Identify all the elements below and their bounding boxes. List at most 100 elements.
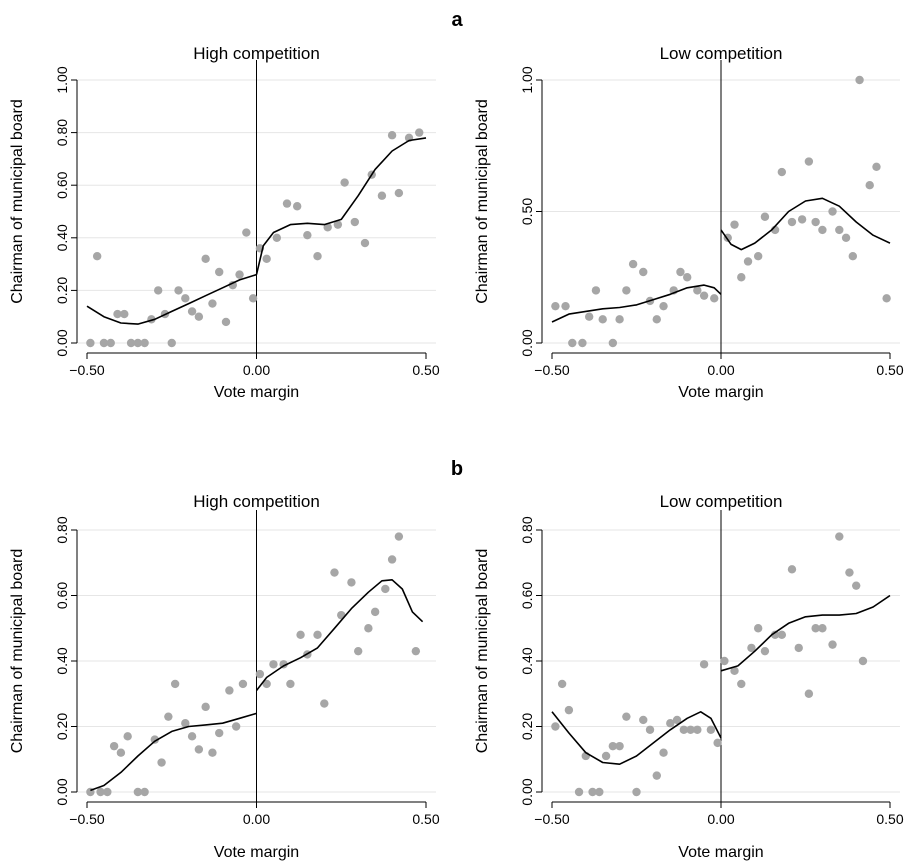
data-point bbox=[116, 748, 126, 757]
data-point bbox=[595, 787, 604, 797]
data-point bbox=[106, 338, 115, 348]
data-point bbox=[333, 220, 343, 229]
y-tick-label: 0.50 bbox=[519, 198, 535, 225]
data-point bbox=[794, 643, 803, 653]
data-point bbox=[730, 220, 739, 229]
y-tick-label: 0.00 bbox=[54, 329, 70, 356]
data-point bbox=[679, 725, 689, 734]
data-point bbox=[140, 787, 149, 797]
data-point bbox=[666, 719, 675, 728]
data-point bbox=[797, 215, 807, 224]
data-point bbox=[394, 188, 404, 198]
data-point bbox=[872, 162, 881, 171]
data-point bbox=[187, 732, 197, 741]
data-point bbox=[133, 787, 143, 797]
data-point bbox=[350, 217, 360, 227]
data-point bbox=[747, 643, 756, 653]
data-point bbox=[564, 705, 574, 715]
chart-title: Low competition bbox=[660, 44, 783, 63]
data-point bbox=[828, 640, 837, 649]
data-point bbox=[622, 712, 631, 721]
data-point bbox=[608, 338, 618, 348]
y-tick-label: 0.20 bbox=[54, 277, 70, 304]
fit-curve-left bbox=[551, 711, 722, 765]
y-axis-label: Chairman of municipal board bbox=[474, 99, 491, 304]
data-point bbox=[381, 584, 390, 594]
x-axis-label: Vote margin bbox=[214, 844, 299, 861]
data-point bbox=[818, 225, 827, 235]
fit-curve-left bbox=[86, 273, 257, 325]
data-point bbox=[126, 338, 136, 348]
data-point bbox=[103, 787, 112, 797]
fit-curve-left bbox=[551, 284, 722, 323]
data-point bbox=[323, 223, 332, 232]
x-tick-label: 0.00 bbox=[707, 362, 734, 378]
data-point bbox=[811, 624, 820, 633]
data-point bbox=[286, 679, 295, 689]
data-point bbox=[584, 312, 594, 321]
data-point bbox=[354, 646, 363, 656]
data-point bbox=[215, 728, 224, 738]
data-point bbox=[330, 568, 339, 577]
data-point bbox=[561, 301, 570, 311]
data-point bbox=[208, 748, 217, 757]
data-point bbox=[615, 741, 624, 751]
data-point bbox=[120, 309, 129, 319]
data-point bbox=[255, 669, 265, 679]
data-point bbox=[228, 280, 237, 290]
y-tick-label: 1.00 bbox=[54, 66, 70, 93]
data-point bbox=[215, 267, 224, 277]
data-point bbox=[248, 294, 258, 303]
data-point bbox=[377, 191, 387, 200]
data-point bbox=[659, 301, 668, 311]
data-point bbox=[628, 259, 638, 269]
data-point bbox=[645, 725, 655, 734]
data-point bbox=[639, 715, 648, 725]
panel-label-b: b bbox=[451, 458, 463, 480]
data-point bbox=[320, 699, 329, 708]
data-point bbox=[153, 286, 163, 295]
data-point bbox=[201, 254, 210, 264]
y-tick-label: 0.00 bbox=[54, 778, 70, 805]
fit-curve-right bbox=[720, 197, 891, 251]
x-tick-label: −0.50 bbox=[534, 811, 570, 827]
x-axis-label: Vote margin bbox=[678, 844, 763, 861]
data-point bbox=[231, 722, 241, 731]
data-point bbox=[588, 787, 597, 797]
data-point bbox=[262, 679, 271, 689]
data-point bbox=[387, 555, 397, 564]
data-point bbox=[787, 217, 797, 227]
data-point bbox=[578, 338, 587, 348]
data-point bbox=[693, 286, 702, 295]
chart-2: Low competition 0.00 0.50 1.00 −0.50 0.00 0.50… bbox=[474, 44, 904, 401]
x-axis-label: Vote margin bbox=[214, 384, 299, 401]
fit-curve-left bbox=[90, 712, 257, 792]
data-point bbox=[743, 257, 753, 266]
fit-curve-right bbox=[255, 137, 427, 275]
data-point bbox=[150, 735, 159, 744]
data-point bbox=[760, 212, 770, 221]
data-point bbox=[181, 719, 190, 728]
data-point bbox=[92, 252, 102, 261]
data-point bbox=[841, 233, 851, 242]
data-point bbox=[865, 181, 874, 190]
x-tick-label: −0.50 bbox=[534, 362, 570, 378]
data-point bbox=[737, 273, 746, 282]
data-point bbox=[164, 712, 173, 721]
data-point bbox=[360, 238, 370, 248]
data-point bbox=[787, 565, 797, 574]
data-point bbox=[804, 157, 814, 166]
data-point bbox=[686, 725, 695, 734]
y-tick-label: 0.20 bbox=[54, 713, 70, 740]
data-point bbox=[370, 607, 380, 617]
data-point bbox=[706, 725, 716, 734]
data-point bbox=[811, 217, 820, 227]
data-point bbox=[652, 771, 661, 780]
data-point bbox=[269, 660, 278, 669]
data-point bbox=[194, 745, 204, 754]
data-point bbox=[551, 301, 560, 311]
chart-4: Low competition 0.00 0.20 0.40 0.60 0.80 −0.50… bbox=[474, 492, 904, 861]
data-point bbox=[720, 656, 729, 666]
data-point bbox=[262, 254, 271, 264]
data-point bbox=[615, 315, 624, 324]
